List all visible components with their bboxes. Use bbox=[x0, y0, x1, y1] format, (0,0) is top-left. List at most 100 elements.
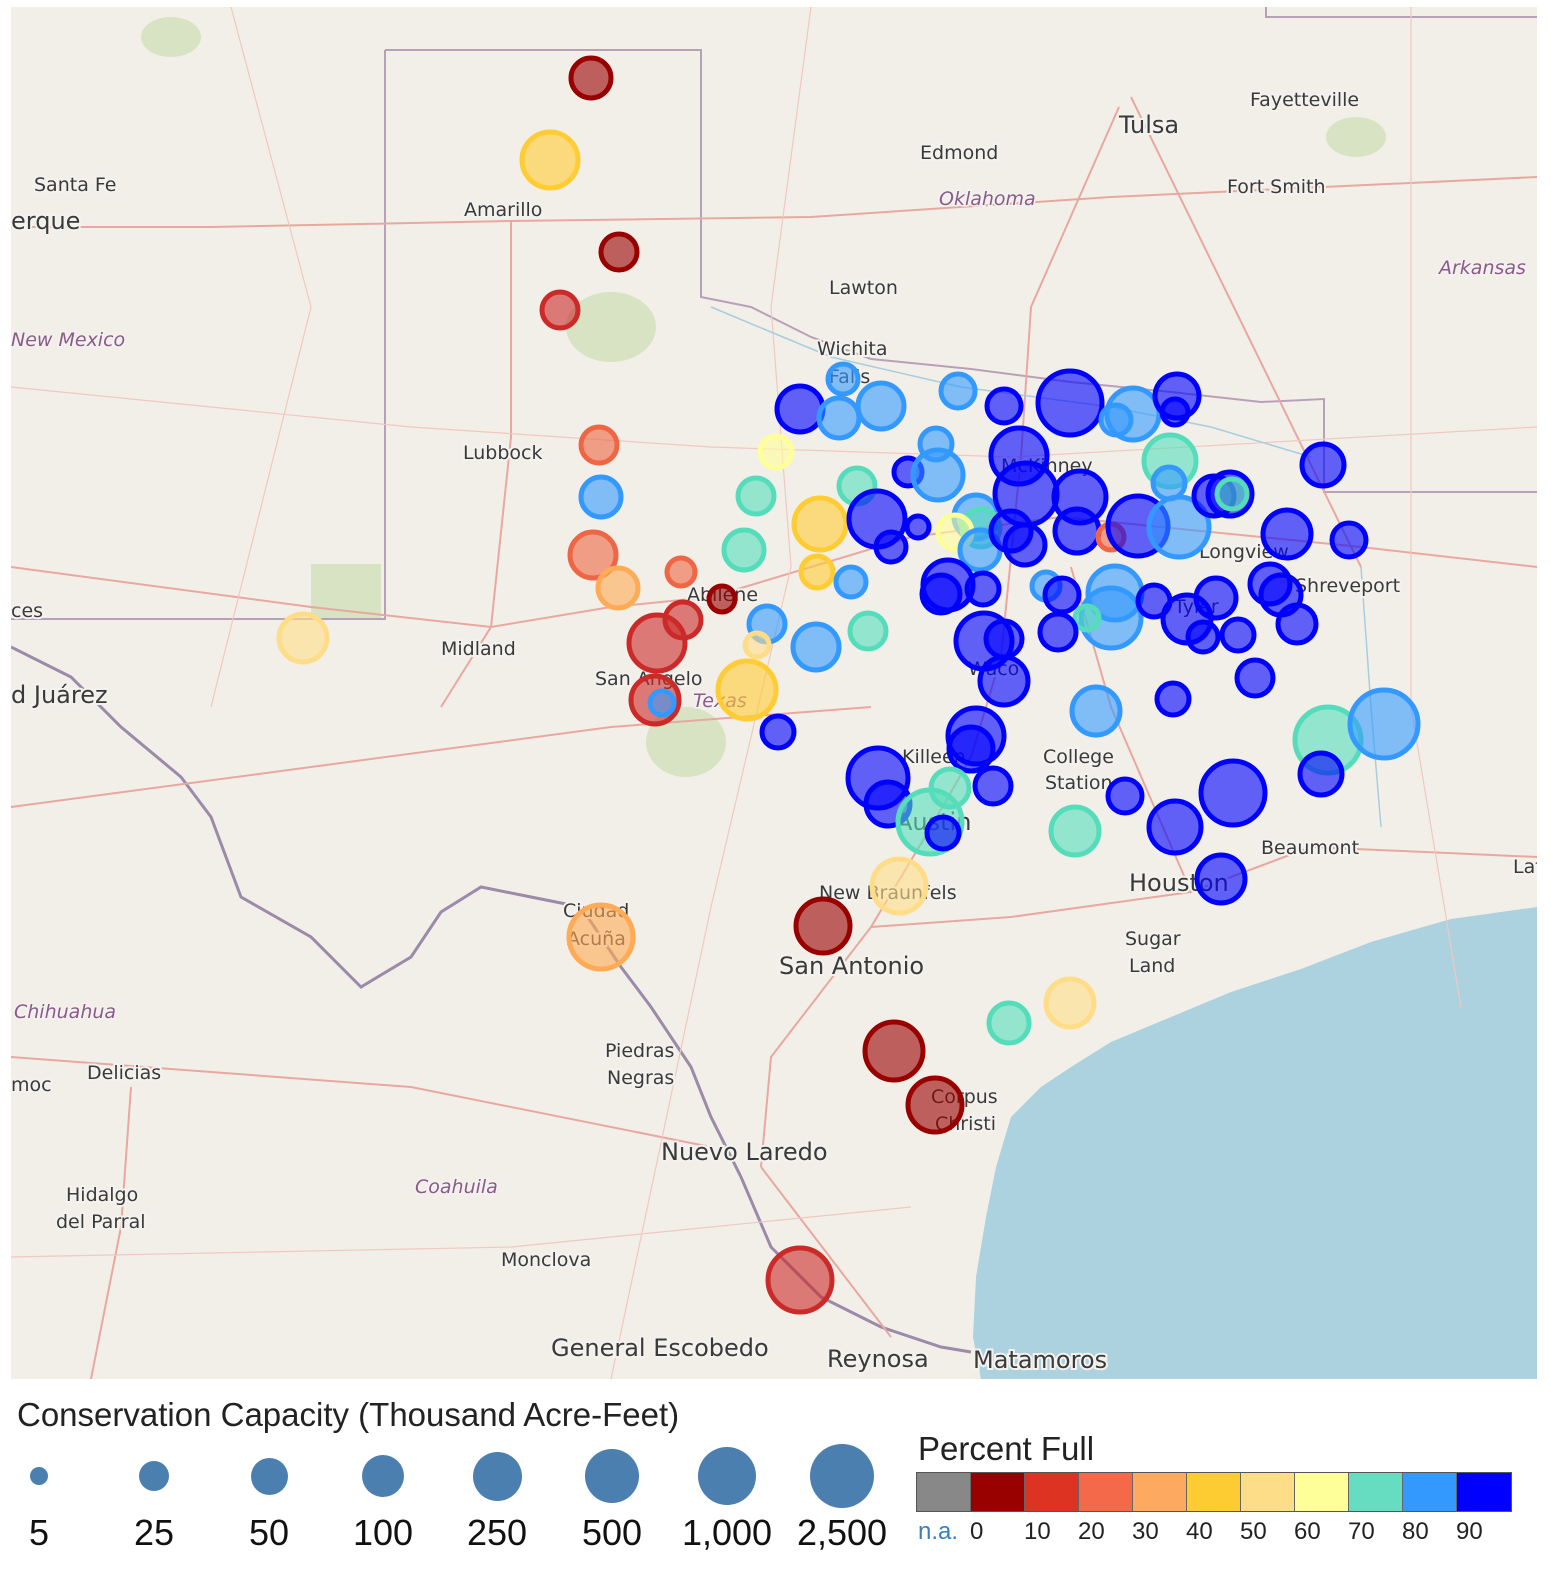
reservoir-marker[interactable] bbox=[910, 447, 966, 503]
reservoir-marker[interactable] bbox=[276, 611, 330, 665]
reservoir-marker[interactable] bbox=[519, 129, 581, 191]
reservoir-marker[interactable] bbox=[578, 474, 624, 520]
reservoir-marker[interactable] bbox=[1146, 798, 1204, 856]
reservoir-marker[interactable] bbox=[825, 361, 861, 397]
reservoir-marker[interactable] bbox=[924, 814, 962, 852]
reservoir-marker[interactable] bbox=[595, 565, 641, 611]
reservoir-marker[interactable] bbox=[873, 529, 909, 565]
reservoir-marker[interactable] bbox=[1299, 441, 1347, 489]
reservoir-marker[interactable] bbox=[847, 610, 889, 652]
city-label: Delicias bbox=[87, 1062, 161, 1084]
reservoir-marker[interactable] bbox=[1198, 758, 1268, 828]
city-label: Santa Fe bbox=[34, 174, 116, 196]
reservoir-marker[interactable] bbox=[1037, 611, 1079, 653]
reservoir-marker[interactable] bbox=[774, 383, 826, 435]
reservoir-marker[interactable] bbox=[1214, 476, 1250, 512]
reservoir-marker[interactable] bbox=[1072, 603, 1102, 633]
reservoir-marker[interactable] bbox=[721, 527, 767, 573]
reservoir-marker[interactable] bbox=[1260, 507, 1314, 561]
city-label: Fayetteville bbox=[1250, 89, 1359, 111]
reservoir-marker[interactable] bbox=[626, 612, 688, 674]
reservoir-marker[interactable] bbox=[1329, 520, 1369, 560]
reservoir-marker[interactable] bbox=[1052, 506, 1102, 556]
reservoir-marker[interactable] bbox=[1194, 852, 1248, 906]
city-label: Station bbox=[1045, 772, 1113, 794]
reservoir-marker[interactable] bbox=[1297, 750, 1345, 798]
reservoir-marker[interactable] bbox=[1105, 776, 1145, 816]
reservoir-marker[interactable] bbox=[566, 902, 636, 972]
reservoir-marker[interactable] bbox=[539, 289, 581, 331]
reservoir-marker[interactable] bbox=[983, 618, 1025, 660]
reservoir-marker[interactable] bbox=[647, 688, 677, 718]
percent-color-swatch bbox=[1025, 1473, 1079, 1511]
city-label: Land bbox=[1129, 955, 1175, 977]
reservoir-markers[interactable] bbox=[276, 55, 1421, 1315]
reservoir-marker[interactable] bbox=[1219, 616, 1257, 654]
reservoir-marker[interactable] bbox=[977, 654, 1031, 708]
reservoir-marker[interactable] bbox=[568, 55, 614, 101]
reservoir-marker[interactable] bbox=[986, 1000, 1032, 1046]
reservoir-marker[interactable] bbox=[1146, 494, 1212, 560]
reservoir-marker[interactable] bbox=[964, 570, 1002, 608]
reservoir-marker[interactable] bbox=[664, 555, 698, 589]
reservoir-marker[interactable] bbox=[598, 231, 640, 273]
reservoir-marker[interactable] bbox=[862, 1019, 926, 1083]
reservoir-marker[interactable] bbox=[816, 395, 862, 441]
reservoir-marker[interactable] bbox=[1185, 619, 1221, 655]
percent-full-legend: Percent Full n.a. 0 10 20 30 40 50 60 70 80 90 bbox=[912, 1420, 1532, 1564]
city-label: erque bbox=[11, 207, 80, 235]
reservoir-marker[interactable] bbox=[1002, 522, 1048, 568]
capacity-circle-icon bbox=[362, 1455, 404, 1497]
reservoir-marker[interactable] bbox=[793, 896, 853, 956]
reservoir-marker[interactable] bbox=[567, 529, 619, 581]
reservoir-marker[interactable] bbox=[791, 495, 849, 553]
reservoir-marker[interactable] bbox=[742, 630, 772, 660]
reservoir-marker[interactable] bbox=[578, 424, 620, 466]
reservoir-marker[interactable] bbox=[759, 713, 797, 751]
reservoir-marker[interactable] bbox=[1043, 976, 1097, 1030]
reservoir-marker[interactable] bbox=[972, 765, 1014, 807]
reservoir-marker[interactable] bbox=[798, 553, 836, 591]
capacity-value: 5 bbox=[28, 1512, 50, 1553]
reservoir-marker[interactable] bbox=[765, 1245, 835, 1315]
reservoir-marker[interactable] bbox=[1275, 602, 1319, 646]
reservoir-marker[interactable] bbox=[905, 1075, 965, 1135]
reservoir-marker[interactable] bbox=[1048, 804, 1102, 858]
reservoir-marker[interactable] bbox=[1042, 575, 1082, 615]
state-borders bbox=[11, 7, 1537, 620]
reservoir-marker[interactable] bbox=[1193, 575, 1239, 621]
capacity-value: 500 bbox=[581, 1512, 643, 1553]
reservoir-marker[interactable] bbox=[938, 371, 978, 411]
reservoir-marker[interactable] bbox=[790, 621, 842, 673]
reservoir-marker[interactable] bbox=[1069, 684, 1123, 738]
reservoir-marker[interactable] bbox=[919, 572, 963, 616]
reservoir-marker[interactable] bbox=[984, 386, 1024, 426]
reservoir-marker[interactable] bbox=[1234, 657, 1276, 699]
reservoir-marker[interactable] bbox=[735, 475, 777, 517]
reservoir-marker[interactable] bbox=[855, 380, 907, 432]
percent-label: 0 bbox=[970, 1518, 984, 1545]
reservoir-marker[interactable] bbox=[946, 724, 996, 774]
city-label: Shreveport bbox=[1295, 575, 1400, 597]
reservoir-marker[interactable] bbox=[869, 856, 929, 916]
reservoir-marker[interactable] bbox=[1150, 464, 1188, 502]
reservoir-marker[interactable] bbox=[1159, 396, 1191, 428]
reservoir-marker[interactable] bbox=[833, 564, 869, 600]
reservoir-marker[interactable] bbox=[1098, 402, 1134, 438]
reservoir-marker[interactable] bbox=[904, 513, 932, 541]
capacity-legend: Conservation Capacity (Thousand Acre-Fee… bbox=[11, 1386, 904, 1564]
percent-label: 90 bbox=[1456, 1518, 1483, 1545]
reservoir-marker[interactable] bbox=[1035, 368, 1105, 438]
capacity-legend-item: 5 bbox=[0, 1440, 94, 1564]
reservoir-marker[interactable] bbox=[715, 658, 779, 722]
city-label: Reynosa bbox=[827, 1345, 929, 1373]
capacity-legend-item: 250 bbox=[442, 1440, 552, 1564]
capacity-legend-item: 25 bbox=[99, 1440, 209, 1564]
reservoir-marker[interactable] bbox=[706, 583, 738, 615]
reservoir-marker[interactable] bbox=[1347, 687, 1421, 761]
reservoir-marker[interactable] bbox=[757, 433, 795, 471]
reservoir-marker[interactable] bbox=[1154, 680, 1192, 718]
